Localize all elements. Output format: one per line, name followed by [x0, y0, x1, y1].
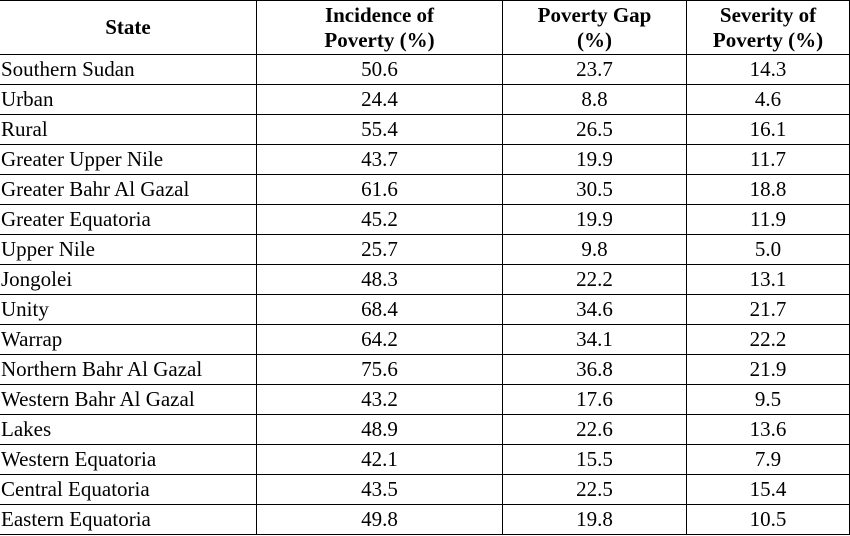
state-cell: Southern Sudan: [0, 54, 257, 85]
state-cell: Greater Upper Nile: [0, 144, 257, 175]
poverty-gap-cell: 34.6: [502, 294, 687, 325]
incidence-cell: 43.5: [256, 474, 503, 505]
table-row: Greater Bahr Al Gazal 61.6 30.5 18.8: [0, 174, 850, 205]
poverty-gap-cell: 30.5: [502, 174, 687, 205]
state-cell: Greater Bahr Al Gazal: [0, 174, 257, 205]
incidence-cell: 50.6: [256, 54, 503, 85]
poverty-gap-cell: 19.9: [502, 204, 687, 235]
severity-cell: 22.2: [686, 324, 850, 355]
poverty-gap-cell: 19.8: [502, 504, 687, 535]
incidence-cell: 64.2: [256, 324, 503, 355]
table-row: Western Bahr Al Gazal 43.2 17.6 9.5: [0, 384, 850, 415]
header-gap-line-2: (%): [577, 27, 612, 52]
header-state: State: [0, 0, 257, 55]
table-row: Upper Nile 25.7 9.8 5.0: [0, 234, 850, 265]
poverty-gap-cell: 9.8: [502, 234, 687, 265]
state-cell: Lakes: [0, 414, 257, 445]
poverty-gap-cell: 22.2: [502, 264, 687, 295]
poverty-gap-cell: 8.8: [502, 84, 687, 115]
poverty-gap-cell: 22.5: [502, 474, 687, 505]
incidence-cell: 75.6: [256, 354, 503, 385]
incidence-cell: 24.4: [256, 84, 503, 115]
incidence-cell: 42.1: [256, 444, 503, 475]
table-row: Jongolei 48.3 22.2 13.1: [0, 264, 850, 295]
state-cell: Rural: [0, 114, 257, 145]
severity-cell: 4.6: [686, 84, 850, 115]
header-severity-line-2: Poverty (%): [712, 27, 824, 52]
state-cell: Warrap: [0, 324, 257, 355]
state-cell: Central Equatoria: [0, 474, 257, 505]
state-cell: Northern Bahr Al Gazal: [0, 354, 257, 385]
poverty-gap-cell: 23.7: [502, 54, 687, 85]
severity-cell: 10.5: [686, 504, 850, 535]
state-cell: Western Equatoria: [0, 444, 257, 475]
incidence-cell: 61.6: [256, 174, 503, 205]
severity-cell: 21.7: [686, 294, 850, 325]
poverty-gap-cell: 19.9: [502, 144, 687, 175]
severity-cell: 7.9: [686, 444, 850, 475]
table-row: Lakes 48.9 22.6 13.6: [0, 414, 850, 445]
state-cell: Eastern Equatoria: [0, 504, 257, 535]
poverty-gap-cell: 34.1: [502, 324, 687, 355]
incidence-cell: 45.2: [256, 204, 503, 235]
table-row: Northern Bahr Al Gazal 75.6 36.8 21.9: [0, 354, 850, 385]
table-row: Rural 55.4 26.5 16.1: [0, 114, 850, 145]
header-severity-line-1: Severity of: [719, 2, 817, 27]
header-incidence-line-1: Incidence of: [324, 2, 435, 27]
header-gap: Poverty Gap (%): [502, 0, 687, 55]
severity-cell: 9.5: [686, 384, 850, 415]
incidence-cell: 43.7: [256, 144, 503, 175]
severity-cell: 11.7: [686, 144, 850, 175]
header-state-label: State: [105, 15, 151, 39]
severity-cell: 5.0: [686, 234, 850, 265]
incidence-cell: 68.4: [256, 294, 503, 325]
state-cell: Urban: [0, 84, 257, 115]
poverty-gap-cell: 22.6: [502, 414, 687, 445]
poverty-gap-cell: 36.8: [502, 354, 687, 385]
table-body: Southern Sudan 50.6 23.7 14.3 Urban 24.4 8.8 4.…: [0, 54, 850, 535]
header-gap-line-1: Poverty Gap: [537, 2, 652, 27]
incidence-cell: 55.4: [256, 114, 503, 145]
incidence-cell: 48.3: [256, 264, 503, 295]
table-row: Unity 68.4 34.6 21.7: [0, 294, 850, 325]
poverty-gap-cell: 15.5: [502, 444, 687, 475]
table-row: Central Equatoria 43.5 22.5 15.4: [0, 474, 850, 505]
header-incidence: Incidence of Poverty (%): [256, 0, 503, 55]
severity-cell: 14.3: [686, 54, 850, 85]
table-row: Warrap 64.2 34.1 22.2: [0, 324, 850, 355]
severity-cell: 18.8: [686, 174, 850, 205]
incidence-cell: 48.9: [256, 414, 503, 445]
state-cell: Unity: [0, 294, 257, 325]
header-incidence-line-2: Poverty (%): [324, 27, 435, 52]
header-severity: Severity of Poverty (%): [686, 0, 850, 55]
state-cell: Jongolei: [0, 264, 257, 295]
severity-cell: 15.4: [686, 474, 850, 505]
table-row: Urban 24.4 8.8 4.6: [0, 84, 850, 115]
table-header: State Incidence of Poverty (%) Poverty G…: [0, 0, 850, 55]
severity-cell: 21.9: [686, 354, 850, 385]
incidence-cell: 25.7: [256, 234, 503, 265]
table-row: Eastern Equatoria 49.8 19.8 10.5: [0, 504, 850, 535]
poverty-gap-cell: 26.5: [502, 114, 687, 145]
table-row: Southern Sudan 50.6 23.7 14.3: [0, 54, 850, 85]
table-row: Western Equatoria 42.1 15.5 7.9: [0, 444, 850, 475]
table-row: Greater Upper Nile 43.7 19.9 11.7: [0, 144, 850, 175]
state-cell: Greater Equatoria: [0, 204, 257, 235]
poverty-gap-cell: 17.6: [502, 384, 687, 415]
state-cell: Western Bahr Al Gazal: [0, 384, 257, 415]
table-row: Greater Equatoria 45.2 19.9 11.9: [0, 204, 850, 235]
state-cell: Upper Nile: [0, 234, 257, 265]
severity-cell: 13.1: [686, 264, 850, 295]
header-row: State Incidence of Poverty (%) Poverty G…: [0, 0, 850, 55]
severity-cell: 13.6: [686, 414, 850, 445]
severity-cell: 16.1: [686, 114, 850, 145]
severity-cell: 11.9: [686, 204, 850, 235]
incidence-cell: 49.8: [256, 504, 503, 535]
incidence-cell: 43.2: [256, 384, 503, 415]
